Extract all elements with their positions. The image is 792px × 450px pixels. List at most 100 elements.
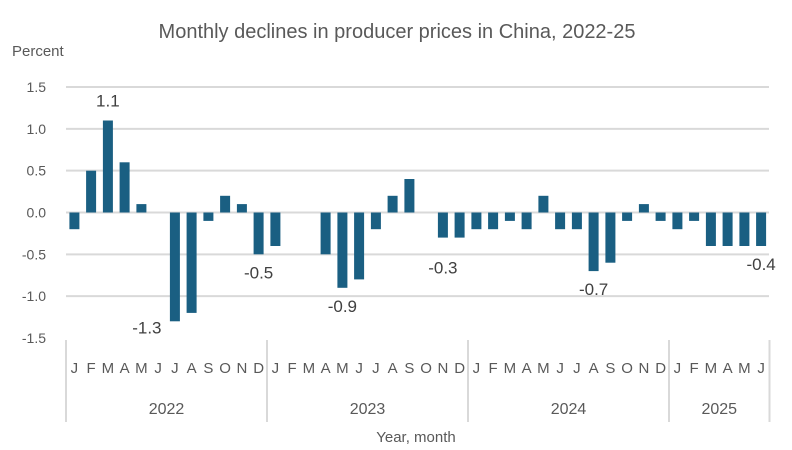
bar [354, 212, 365, 280]
month-label: J [355, 360, 363, 377]
y-tick-label: 0.5 [27, 163, 47, 179]
month-label: M [336, 360, 349, 377]
bar [571, 212, 582, 230]
bar [672, 212, 683, 230]
month-label: F [87, 360, 96, 377]
y-axis-title: Percent [12, 43, 65, 60]
month-label: D [454, 360, 465, 377]
month-label: J [473, 360, 481, 377]
year-label: 2023 [350, 401, 386, 418]
bar [538, 195, 549, 213]
month-label: S [605, 360, 615, 377]
bar [454, 212, 465, 238]
bar [404, 179, 415, 213]
data-label: -0.9 [328, 297, 357, 316]
bar [555, 212, 566, 230]
month-label: A [723, 360, 733, 377]
bar [69, 212, 80, 230]
bar [186, 212, 197, 313]
month-label: A [321, 360, 331, 377]
bar [320, 212, 331, 255]
y-tick-label: 0.0 [27, 205, 47, 221]
bar [253, 212, 264, 255]
y-tick-label: -1.0 [22, 288, 46, 304]
month-label: O [621, 360, 633, 377]
bar [739, 212, 750, 246]
y-tick-label: -1.5 [22, 330, 46, 346]
data-labels: 1.1 -1.3 -0.5 -0.9 -0.3 -0.7 -0.4 [96, 91, 776, 337]
y-tick-label: 1.5 [27, 79, 47, 95]
month-label: D [253, 360, 264, 377]
month-label: O [420, 360, 432, 377]
bar [119, 162, 130, 213]
month-label: J [71, 360, 79, 377]
month-label: J [674, 360, 682, 377]
month-label: M [303, 360, 316, 377]
month-label: A [187, 360, 197, 377]
month-label: F [690, 360, 699, 377]
bar [488, 212, 499, 230]
year-label: 2024 [551, 401, 587, 418]
month-label: A [388, 360, 398, 377]
month-label: N [437, 360, 448, 377]
month-label: N [236, 360, 247, 377]
year-label: 2022 [149, 401, 185, 418]
bar [705, 212, 716, 246]
month-label: A [120, 360, 130, 377]
month-label: M [504, 360, 517, 377]
y-tick-label: -0.5 [22, 246, 46, 262]
month-label: M [738, 360, 751, 377]
month-label: F [489, 360, 498, 377]
month-label: M [705, 360, 718, 377]
data-label: -1.3 [132, 318, 161, 337]
bar [86, 170, 97, 213]
bar [622, 212, 633, 221]
bars [69, 120, 767, 322]
y-tick-label: 1.0 [27, 121, 47, 137]
bar [655, 212, 666, 221]
month-label: M [537, 360, 550, 377]
month-label: J [372, 360, 380, 377]
month-label: S [404, 360, 414, 377]
month-label: J [556, 360, 564, 377]
month-label: J [272, 360, 280, 377]
bar [756, 212, 767, 246]
month-label: A [522, 360, 532, 377]
bar [337, 212, 348, 288]
bar [471, 212, 482, 230]
chart-title: Monthly declines in producer prices in C… [159, 21, 636, 43]
month-label: F [288, 360, 297, 377]
bar [387, 195, 398, 213]
month-label: J [573, 360, 581, 377]
month-label: J [757, 360, 765, 377]
bar [588, 212, 599, 272]
month-label: S [203, 360, 213, 377]
bar [521, 212, 532, 230]
bar [102, 120, 113, 213]
month-label: M [135, 360, 148, 377]
bar [437, 212, 448, 238]
bar [370, 212, 381, 230]
data-label: -0.7 [579, 280, 608, 299]
month-label: O [219, 360, 231, 377]
year-label: 2025 [701, 401, 737, 418]
month-label: M [102, 360, 115, 377]
gridlines [66, 86, 769, 298]
bar [722, 212, 733, 246]
bar [169, 212, 180, 322]
bar [220, 195, 231, 213]
bar [605, 212, 616, 263]
bar [689, 212, 700, 221]
bar [236, 204, 247, 213]
month-label: A [589, 360, 599, 377]
month-label: D [655, 360, 666, 377]
month-label: N [638, 360, 649, 377]
data-label: 1.1 [96, 91, 120, 110]
bar [136, 204, 147, 213]
month-label: J [171, 360, 179, 377]
data-label: -0.3 [428, 259, 457, 278]
bar [638, 204, 649, 213]
bar [504, 212, 515, 221]
data-label: -0.4 [746, 255, 775, 274]
